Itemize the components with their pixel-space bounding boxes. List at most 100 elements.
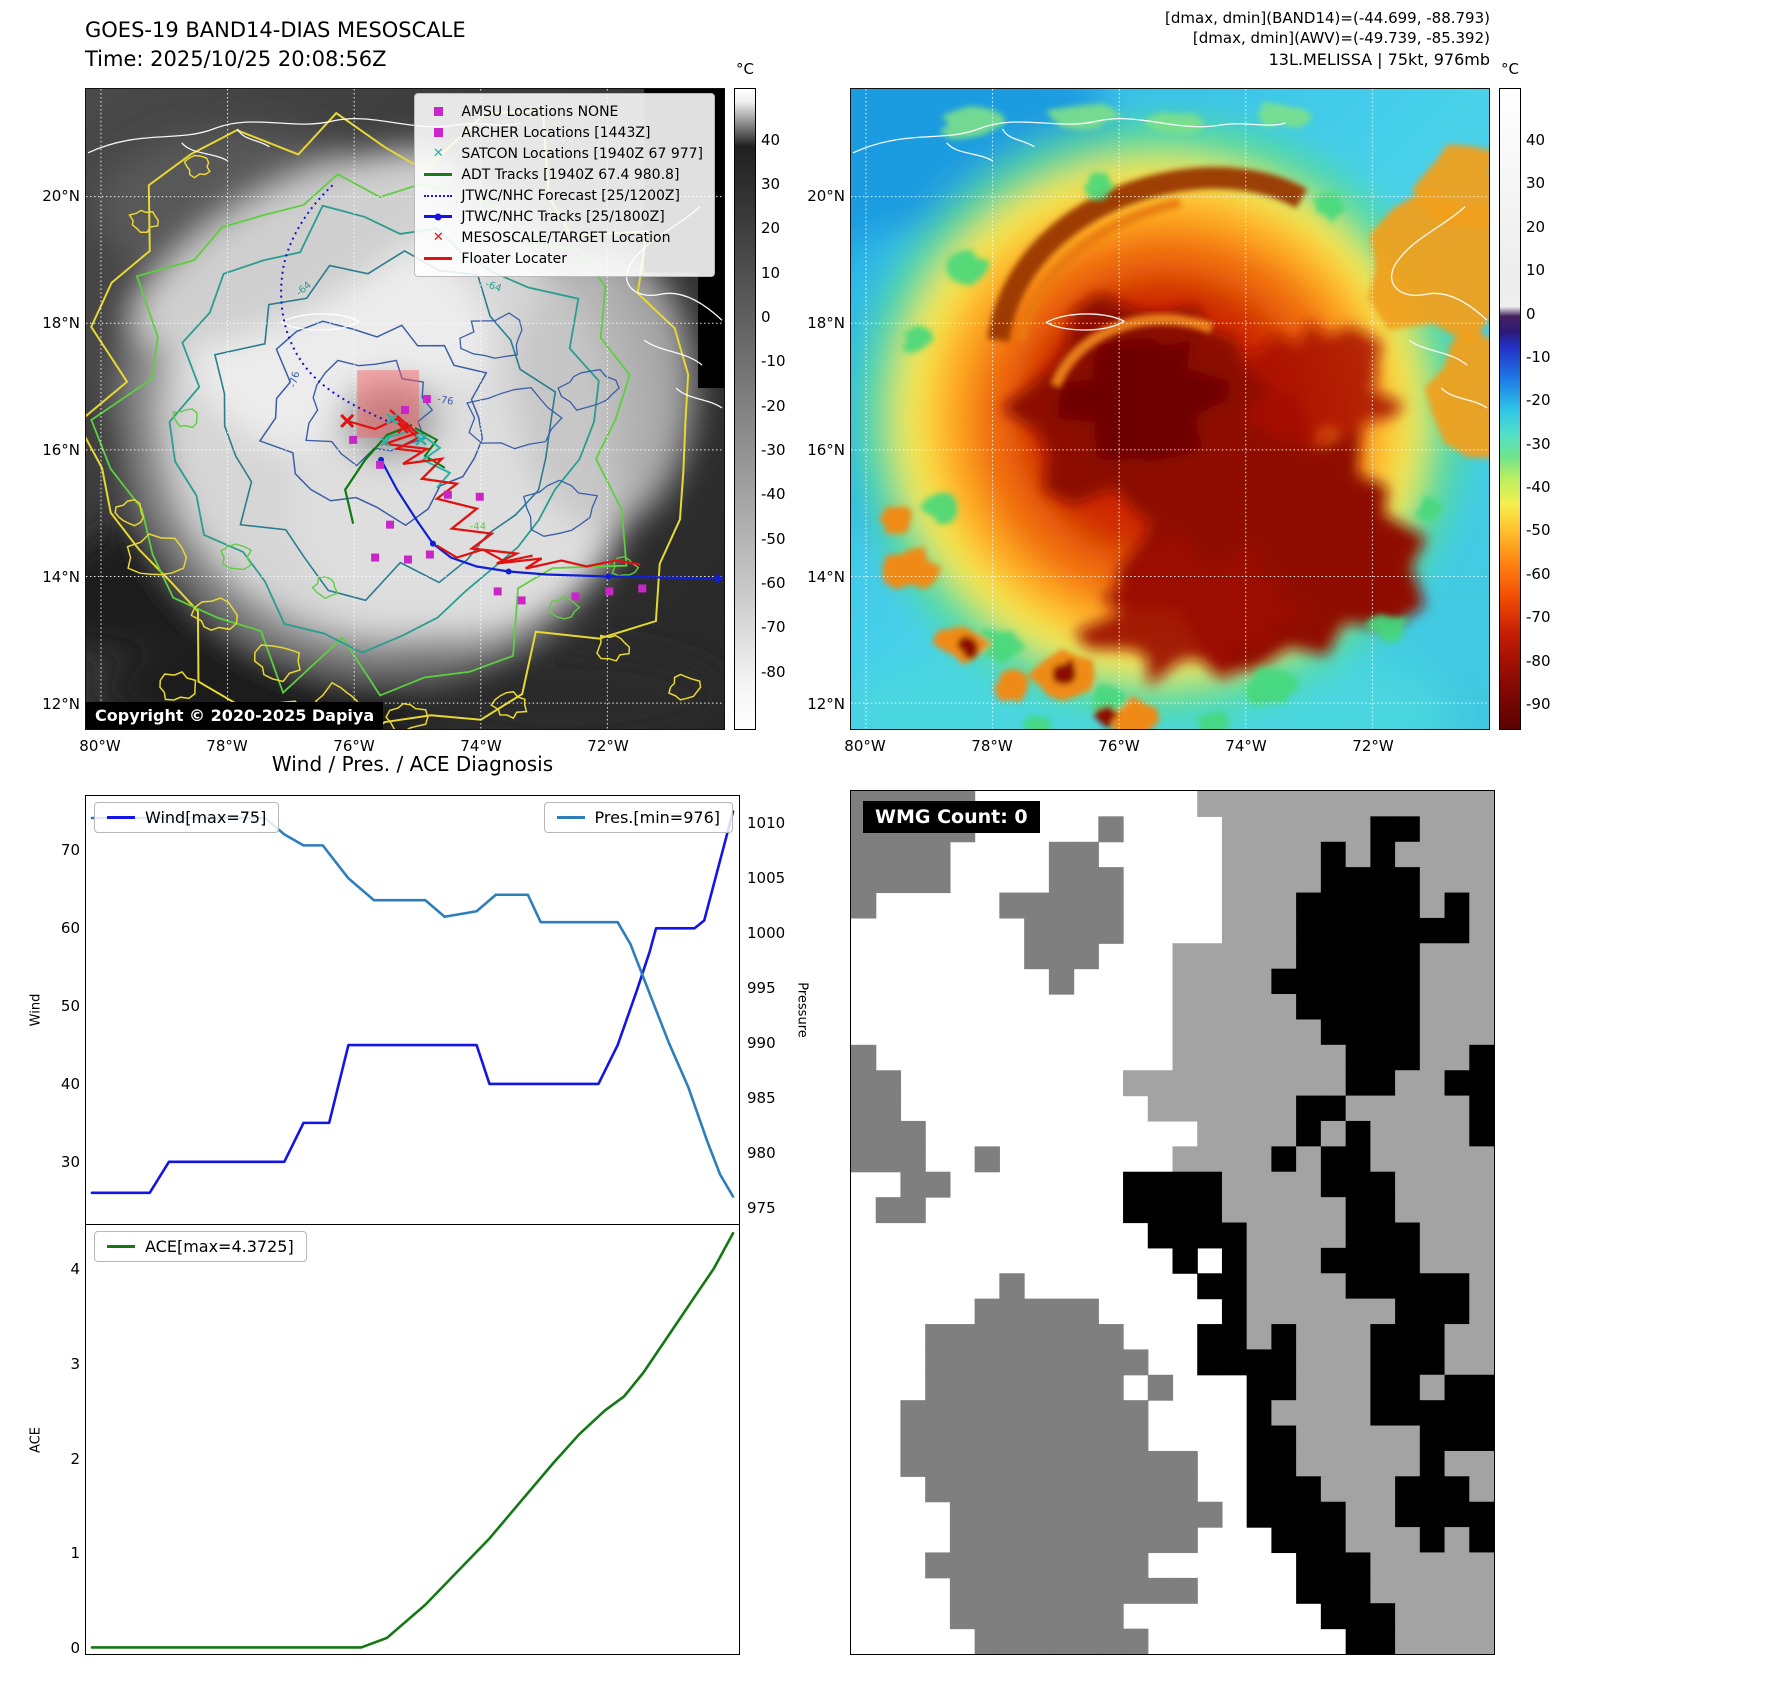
band14-colorbar-tick-label: -40 [761,485,786,504]
awv-header: [dmax, dmin](BAND14)=(-44.699, -88.793) … [1000,8,1490,71]
chart-legend: Wind[max=75] [94,802,280,833]
pressure-tick-label: 990 [747,1034,776,1053]
left-lon-tick-label: 78°W [206,737,248,755]
right-lat-tick-label: 20°N [807,187,845,205]
right-lat-tick-label: 12°N [807,695,845,713]
legend-line-sample [556,816,585,819]
pressure-tick-label: 980 [747,1144,776,1163]
x-legend-marker-icon: ✕ [432,230,444,245]
archer-fix-marker [425,550,434,559]
band14-colorbar-tick-label: 20 [761,219,781,238]
archer-fix-marker [422,395,431,404]
contour-value-label: -64 [484,279,503,295]
awv-dmax-band14: [dmax, dmin](BAND14)=(-44.699, -88.793) [1165,9,1490,27]
archer-fix-marker [517,596,526,605]
archer-fix-marker [443,490,452,499]
legend-line-sample [107,1245,135,1248]
legend-item: ✕ SATCON Locations [1940Z 67 977] [423,143,703,164]
awv-colorbar-tick-label: 40 [1526,131,1546,150]
legend-item: JTWC/NHC Tracks [25/1800Z] [423,206,703,227]
legend-item: JTWC/NHC Forecast [25/1200Z] [423,185,703,206]
contour-value-label: -76 [436,394,454,408]
awv-colorbar-tick-label: 0 [1526,304,1536,323]
line-legend-marker-icon [423,257,453,260]
legend-item: ADT Tracks [1940Z 67.4 980.8] [423,164,703,185]
right-lon-tick-label: 74°W [1225,737,1267,755]
wmg-map: WMG Count: 0 [850,790,1495,1655]
left-lat-tick-label: 12°N [42,695,80,713]
awv-colorbar-unit: °C [1501,60,1519,78]
awv-colorbar-tick-label: -90 [1526,694,1551,713]
awv-colorbar-tick-label: 20 [1526,217,1546,236]
pressure-axis-label: Pressure [794,982,810,1038]
legend-label: JTWC/NHC Tracks [25/1800Z] [461,208,665,225]
archer-fix-marker [401,406,409,414]
archer-fix-marker [386,520,395,529]
awv-colorbar-tick-label: -30 [1526,434,1551,453]
awv-convective-speckles [878,101,1489,729]
wind-tick-label: 70 [60,840,80,859]
legend-label: ACE[max=4.3725] [145,1237,294,1256]
wind-pressure-lines [90,810,735,1198]
wind-pressure-chart: Wind[max=75] Pres.[min=976] [85,795,740,1225]
band14-colorbar-tick-label: 10 [761,263,781,282]
right-lon-tick-label: 72°W [1352,737,1394,755]
left-lat-tick-label: 20°N [42,187,80,205]
archer-fix-marker [371,553,380,562]
band14-colorbar-tick-label: -30 [761,440,786,459]
legend-label: SATCON Locations [1940Z 67 977] [461,145,703,162]
pressure-tick-label: 1000 [747,923,786,942]
band14-colorbar-tick-label: 40 [761,130,781,149]
left-lon-tick-label: 80°W [79,737,121,755]
band14-title-line2: Time: 2025/10/25 20:08:56Z [85,47,387,71]
legend-label: AMSU Locations NONE [461,103,619,120]
awv-colorbar-tick-label: -70 [1526,608,1551,627]
jtwc-forecast-track [280,183,388,422]
line-legend-marker-icon [423,173,453,176]
right-lon-tick-label: 80°W [844,737,886,755]
awv-colorbar-tick-label: 10 [1526,261,1546,280]
pressure-tick-label: 975 [747,1199,776,1218]
left-lat-tick-label: 14°N [42,568,80,586]
ace-tick-label: 3 [70,1354,80,1373]
left-lat-tick-label: 16°N [42,441,80,459]
pressure-tick-label: 1005 [747,868,786,887]
archer-fix-marker [349,435,358,444]
legend-label: Pres.[min=976] [594,808,720,827]
awv-colorbar-tick-label: -80 [1526,651,1551,670]
line-marker-legend-marker-icon [423,213,453,220]
chart-legend: Pres.[min=976] [543,802,733,833]
left-lon-tick-label: 72°W [587,737,629,755]
wmg-count-label: WMG Count: 0 [863,801,1040,833]
legend-item: Floater Locater [423,248,703,269]
ace-line [90,1231,735,1649]
band14-title-line1: GOES-19 BAND14-DIAS MESOSCALE [85,18,466,42]
series-line [90,810,735,1195]
awv-spiral-bands [987,167,1308,389]
pressure-tick-label: 995 [747,978,776,997]
square-legend-marker-icon [423,107,453,116]
fix-location-markers [340,395,647,605]
wind-tick-label: 30 [60,1153,80,1172]
legend-item: ARCHER Locations [1443Z] [423,122,703,143]
band14-colorbar-tick-label: -80 [761,662,786,681]
ace-tick-label: 0 [70,1639,80,1658]
legend-label: ARCHER Locations [1443Z] [461,124,651,141]
legend-line-sample [107,816,135,819]
copyright-label: Copyright © 2020-2025 Dapiya [86,702,384,729]
band14-colorbar-tick-label: -20 [761,396,786,415]
legend-item: AMSU Locations NONE [423,101,703,122]
legend-label: MESOSCALE/TARGET Location [461,229,671,246]
diagnosis-title: Wind / Pres. / ACE Diagnosis [271,752,554,776]
legend-label: Floater Locater [461,250,568,267]
wind-tick-label: 60 [60,918,80,937]
archer-fix-marker [376,460,385,469]
ace-tick-label: 4 [70,1259,80,1278]
band14-panel-title: GOES-19 BAND14-DIAS MESOSCALE Time: 2025… [85,16,466,74]
awv-satellite-map [850,88,1490,730]
contour-value-label: -76 [288,370,303,389]
band14-colorbar-tick-label: -70 [761,618,786,637]
right-lat-tick-label: 14°N [807,568,845,586]
awv-satellite-rendering [851,89,1489,729]
right-lat-tick-label: 18°N [807,314,845,332]
